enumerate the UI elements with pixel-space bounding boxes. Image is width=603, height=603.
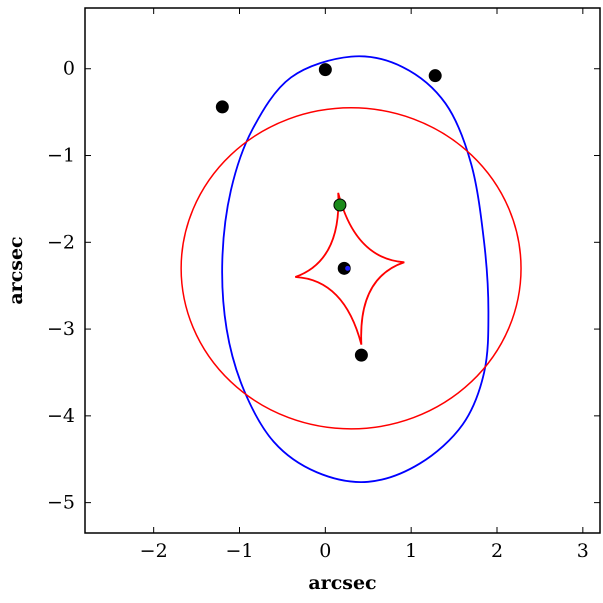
x-tick-label: 1 xyxy=(405,540,417,562)
data-point xyxy=(428,69,442,83)
data-point xyxy=(215,100,229,114)
x-tick-label: 2 xyxy=(491,540,503,562)
plot-area xyxy=(84,7,601,534)
data-point xyxy=(318,63,332,77)
data-point xyxy=(333,198,347,212)
y-tick-label: −5 xyxy=(47,492,75,514)
y-axis-label: arcsec xyxy=(5,236,27,304)
y-tick-label: −4 xyxy=(47,405,75,427)
x-tick-label: 0 xyxy=(319,540,331,562)
y-tick-label: −2 xyxy=(47,231,75,253)
data-point xyxy=(354,348,368,362)
critical-curve-red xyxy=(180,107,522,430)
plot-frame xyxy=(84,7,601,534)
data-point xyxy=(345,265,351,271)
x-tick-label: −1 xyxy=(225,540,253,562)
x-tick-label: −2 xyxy=(140,540,168,562)
critical-curve-blue xyxy=(221,55,490,483)
y-tick-label: −3 xyxy=(47,318,75,340)
x-tick-label: 3 xyxy=(577,540,589,562)
y-tick-label: −1 xyxy=(47,145,75,167)
axis-ticks: −2 −1 0 1 2 3 0 −1 −2 −3 −4 −5 xyxy=(47,8,600,562)
y-tick-label: 0 xyxy=(63,58,75,80)
data-point xyxy=(337,261,351,275)
caustic-curve xyxy=(294,192,405,345)
x-axis-label: arcsec xyxy=(308,572,376,594)
